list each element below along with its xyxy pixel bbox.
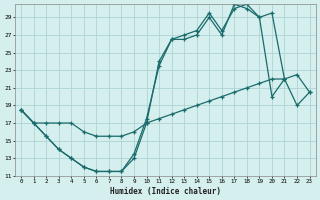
X-axis label: Humidex (Indice chaleur): Humidex (Indice chaleur) [110,187,221,196]
